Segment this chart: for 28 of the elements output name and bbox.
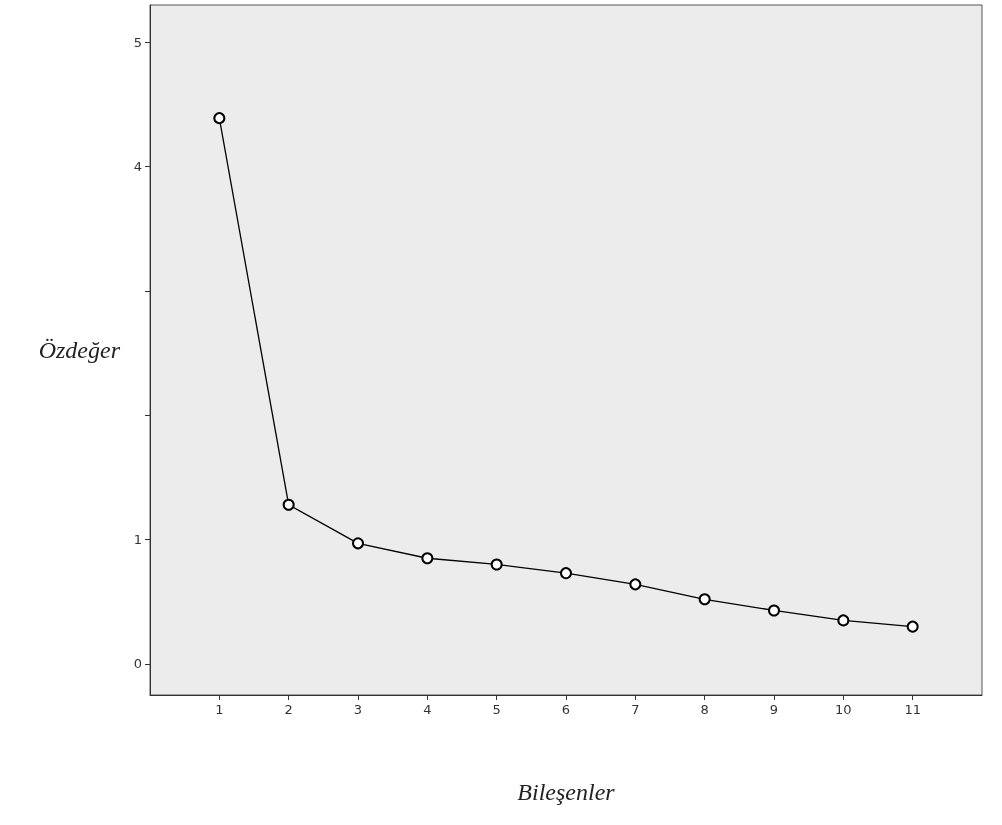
x-axis-title: Bileşenler — [517, 779, 616, 805]
y-axis-title: Özdeğer — [38, 337, 121, 363]
x-tick-label: 2 — [284, 702, 293, 717]
point — [490, 558, 503, 571]
point — [768, 604, 780, 617]
point — [352, 537, 364, 550]
x-tick-label: 5 — [492, 702, 501, 717]
point — [837, 614, 850, 627]
y-tick-label: 5 — [133, 34, 142, 50]
y-tick-label: 1 — [133, 532, 142, 548]
x-tick-label: 8 — [700, 702, 709, 717]
x-tick-label: 1 — [215, 702, 224, 717]
point — [421, 552, 434, 565]
x-tick-label: 6 — [561, 702, 571, 717]
x-tick-label: 11 — [904, 702, 921, 717]
point — [698, 593, 711, 606]
point — [282, 498, 295, 511]
y-tick-label: 4 — [133, 159, 142, 175]
y-tick-label: 0 — [133, 656, 142, 672]
x-tick-label: 3 — [353, 702, 363, 717]
point — [906, 620, 919, 633]
x-tick-label: 7 — [631, 702, 640, 717]
x-tick-label: 10 — [835, 702, 852, 717]
point — [629, 578, 642, 591]
x-tick-label: 4 — [423, 702, 432, 717]
x-tick-label: 9 — [769, 702, 779, 717]
point — [213, 112, 226, 125]
point — [560, 567, 572, 580]
